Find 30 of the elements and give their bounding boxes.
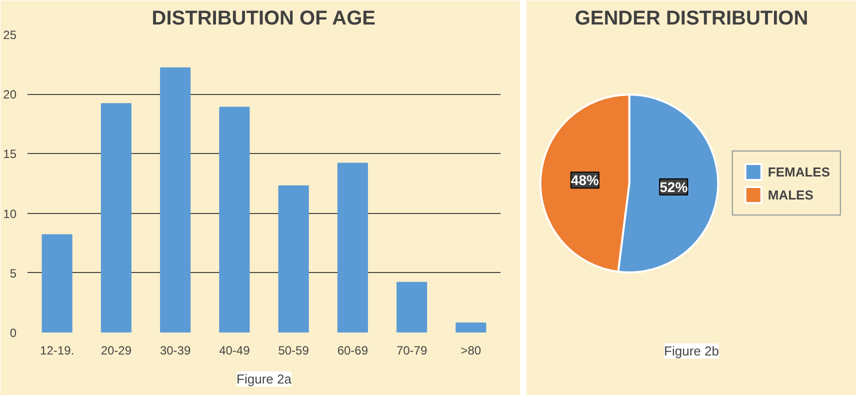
bar bbox=[219, 106, 250, 332]
bar bbox=[396, 282, 428, 332]
x-tick-label: 30-39 bbox=[160, 344, 191, 358]
chart-title: GENDER DISTRIBUTION bbox=[574, 8, 808, 30]
x-tick-label: 70-79 bbox=[396, 344, 428, 358]
caption: Figure 2a bbox=[236, 372, 292, 386]
x-tick-label: 40-49 bbox=[219, 344, 250, 358]
bar bbox=[160, 67, 191, 332]
y-tick-label: 20 bbox=[3, 88, 17, 102]
caption: Figure 2b bbox=[664, 344, 719, 358]
data-label: 52% bbox=[660, 178, 688, 195]
bar bbox=[42, 234, 72, 332]
bar bbox=[278, 185, 309, 332]
x-tick-label: >80 bbox=[460, 344, 482, 358]
x-tick-label: 50-59 bbox=[278, 344, 310, 358]
x-tick-label: 20-29 bbox=[100, 344, 132, 358]
bar bbox=[456, 322, 486, 332]
y-tick-label: 10 bbox=[3, 206, 17, 221]
legend-label: FEMALES bbox=[768, 164, 830, 179]
y-tick-label: 5 bbox=[10, 266, 17, 280]
data-label: 48% bbox=[570, 172, 600, 188]
legend-label: MALES bbox=[768, 187, 814, 202]
y-tick-label: 15 bbox=[3, 147, 17, 162]
chart-title: DISTRIBUTION OF AGE bbox=[152, 8, 376, 30]
x-tick-label: 60-69 bbox=[337, 344, 368, 358]
y-tick-label: 0 bbox=[10, 326, 17, 340]
bar bbox=[100, 103, 132, 332]
x-tick-label: 12-19. bbox=[40, 344, 74, 358]
y-tick-label: 25 bbox=[3, 28, 17, 42]
bar bbox=[337, 162, 368, 332]
